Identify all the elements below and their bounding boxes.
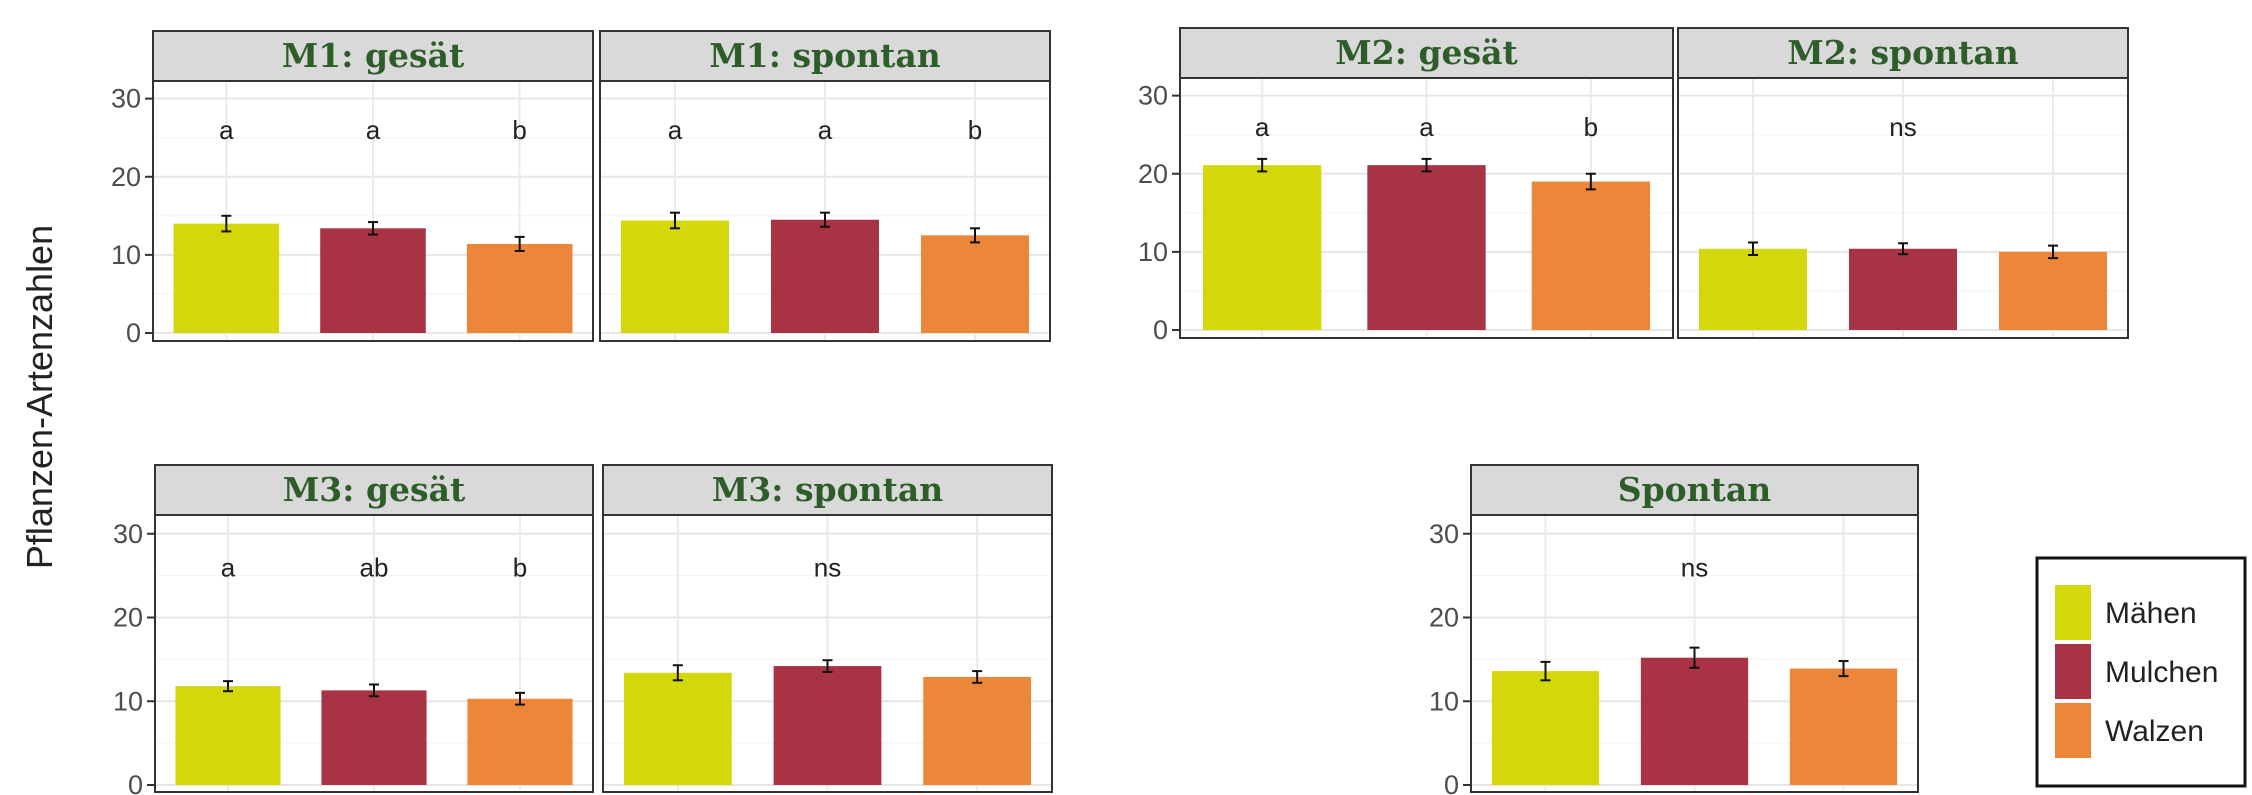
bar [1849,248,1957,330]
panel: M3: spontan ns [602,464,1053,793]
y-tick-label: 10 [1429,686,1459,716]
y-tick-label: 0 [128,770,143,795]
y-axis-title: Pflanzen-Artenzahlen [19,225,60,569]
significance-label: ns [1889,112,1916,142]
panel-border [599,80,1051,342]
y-tick-label: 30 [111,84,141,114]
significance-label: a [219,115,234,145]
y-tick-label: 0 [126,318,141,348]
y-tick-label: 20 [1138,159,1168,189]
y-tick-label: 30 [113,519,143,549]
panel-title: M2: spontan [1787,33,2018,72]
bar [321,690,427,785]
panel-strip [154,464,594,516]
bar [1367,165,1486,330]
bar [466,243,573,333]
panel: M1: spontan a a b [599,30,1051,342]
panel-strip [1179,27,1674,79]
bar [1789,668,1898,785]
significance-label: b [968,115,982,145]
bar [773,666,882,785]
y-tick-label: 30 [1138,81,1168,111]
bar [1491,671,1600,785]
y-tick-label: 10 [113,686,143,716]
y-tick-label: 0 [1444,770,1459,795]
bar [1531,181,1650,330]
significance-label: a [818,115,833,145]
legend-label: Walzen [2105,715,2204,748]
y-tick-label: 20 [113,603,143,633]
legend-key [2055,585,2091,640]
panel-border [1470,514,1919,793]
panel-title: M3: gesät [283,470,466,509]
significance-label: b [512,115,526,145]
bar [923,676,1032,785]
legend-key [2055,644,2091,699]
panel-strip [599,30,1051,82]
panel-title: M1: spontan [709,36,940,75]
panel-border [1179,77,1674,339]
bar [921,235,1029,333]
panel-strip [152,30,594,82]
bar [173,223,280,333]
bar [623,672,732,785]
significance-label: a [366,115,381,145]
significance-label: ns [814,552,841,582]
legend-label: Mähen [2105,597,2197,630]
panel: M3: gesät a ab b 0 10 20 30 [113,464,594,795]
bar [771,219,879,333]
y-tick-label: 20 [1429,603,1459,633]
legend: Mähen Mulchen Walzen [2035,556,2247,788]
panel-border [154,514,594,793]
y-tick-label: 10 [111,240,141,270]
bar [1999,251,2107,330]
y-tick-label: 10 [1138,237,1168,267]
panel-title: M3: spontan [712,470,943,509]
significance-label: ab [360,552,389,582]
significance-label: a [1255,112,1270,142]
panel-title: M2: gesät [1335,33,1518,72]
panel: M2: spontan ns [1677,27,2129,339]
significance-label: b [513,552,527,582]
significance-label: b [1584,112,1598,142]
legend-label: Mulchen [2105,656,2218,689]
bar [1203,165,1322,330]
significance-label: ns [1681,552,1708,582]
bar [1699,248,1807,330]
panel: M1: gesät a a b 0 10 20 30 [111,30,594,348]
panel-title: Spontan [1618,470,1772,509]
panel: M2: gesät a a b 0 10 20 30 [1138,27,1674,345]
panel-border [1677,77,2129,339]
panel-title: M1: gesät [282,36,465,75]
bar [621,220,729,333]
legend-key [2055,703,2091,758]
panel: Spontan ns 0 10 20 30 [1429,464,1919,795]
bar [1640,657,1749,785]
panel-border [602,514,1053,793]
significance-label: a [221,552,236,582]
bar [467,698,573,785]
significance-label: a [1419,112,1434,142]
panel-border [152,80,594,342]
significance-label: a [668,115,683,145]
y-tick-label: 0 [1153,315,1168,345]
y-tick-label: 20 [111,162,141,192]
bar [175,686,281,785]
y-tick-label: 30 [1429,519,1459,549]
bar [320,228,426,333]
panel-strip [1677,27,2129,79]
